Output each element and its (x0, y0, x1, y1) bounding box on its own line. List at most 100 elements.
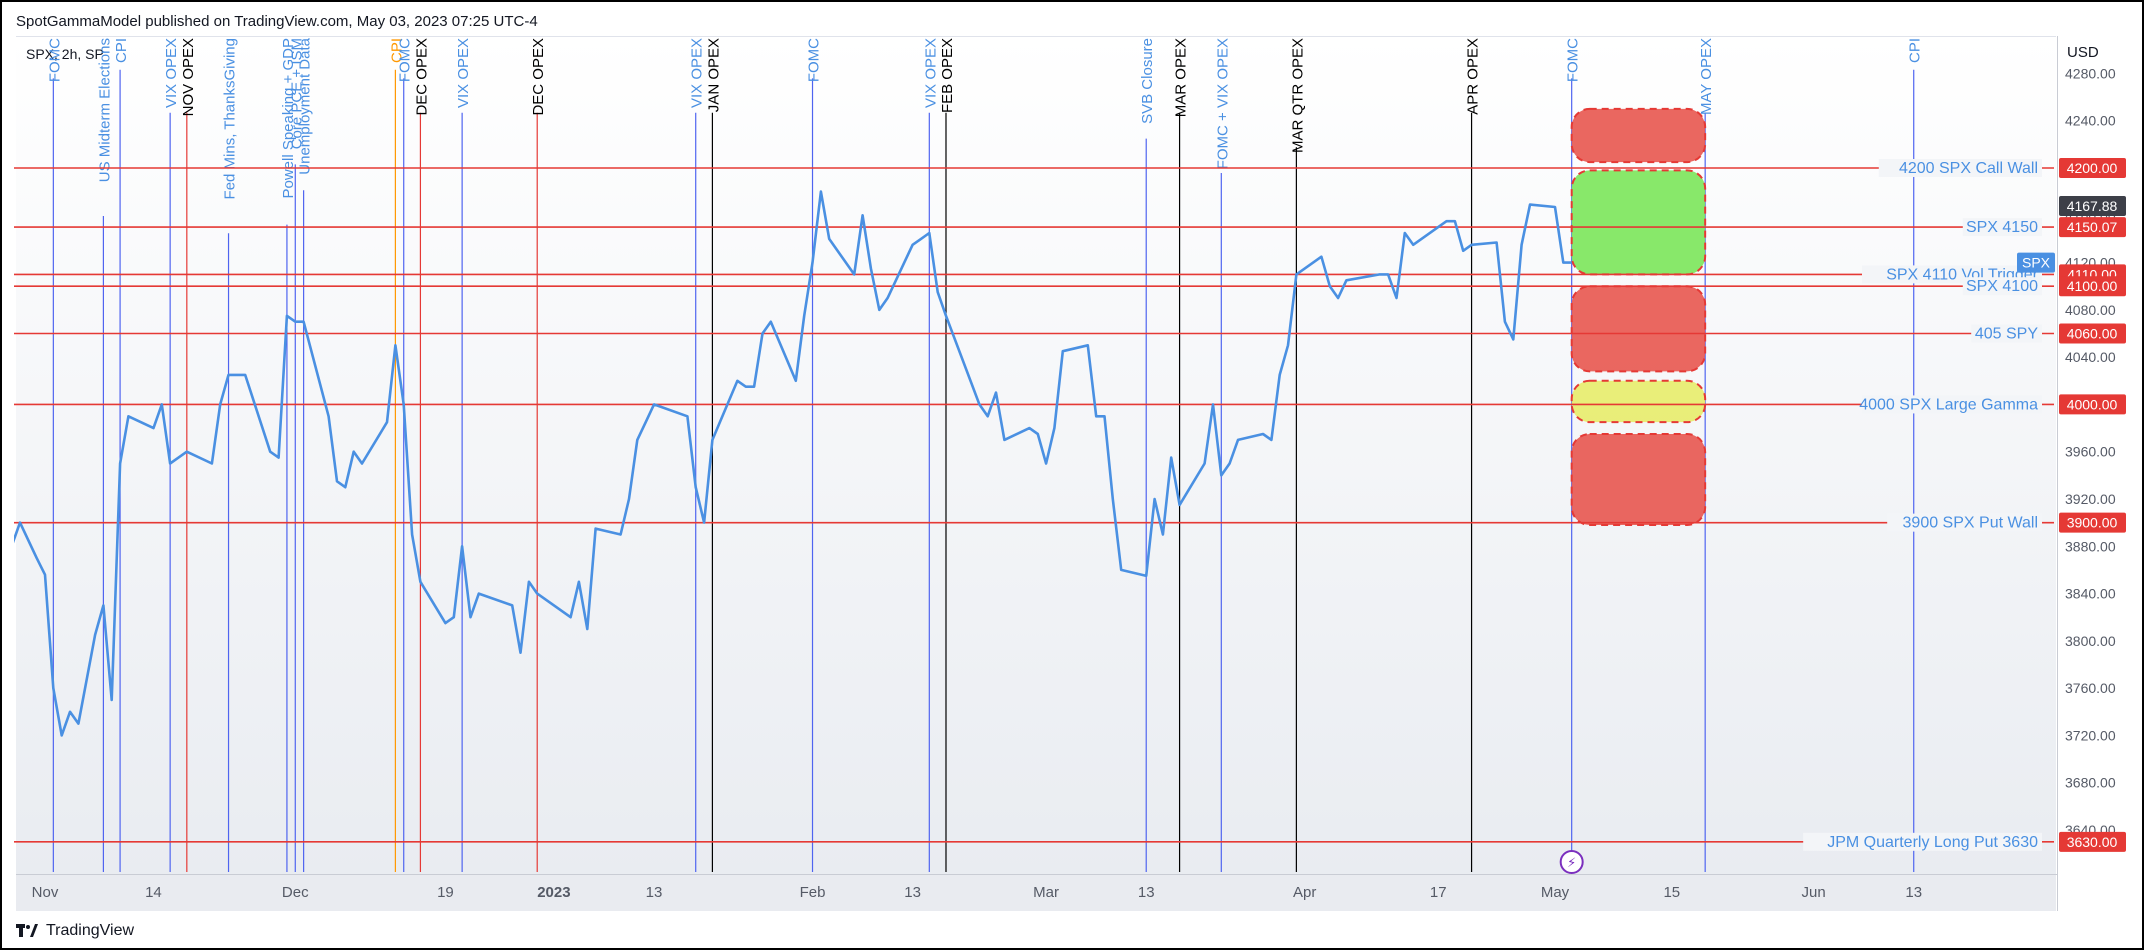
y-tick-label: 3840.00 (2065, 586, 2116, 602)
level-label: 405 SPY (1975, 326, 2038, 343)
event-label: MAY OPEX (1698, 38, 1715, 115)
event-label: SVB Closure (1139, 38, 1156, 124)
x-axis-band[interactable] (16, 875, 2056, 911)
tradingview-logo-icon (16, 924, 38, 937)
y-tick-label: 3800.00 (2065, 633, 2116, 649)
event-label: CPI (1907, 38, 1924, 63)
level-value-label: 4100.00 (2067, 278, 2118, 294)
lightning-glyph: ⚡ (1567, 856, 1576, 871)
y-tick-label: 3920.00 (2065, 491, 2116, 507)
event-label: MAR OPEX (1173, 38, 1190, 117)
zone-box (1570, 169, 1707, 276)
event-label: JAN OPEX (705, 38, 722, 112)
event-label: NOV OPEX (180, 38, 197, 116)
symbol-legend[interactable]: SPX, 2h, SP (26, 46, 104, 62)
zone-box (1570, 107, 1707, 164)
price-line (14, 190, 1572, 737)
zone-box (1570, 285, 1707, 373)
level-value-label: 4200.00 (2067, 160, 2118, 176)
zone-box (1570, 379, 1707, 424)
event-label: Fed Mins, ThanksGiving (222, 38, 239, 199)
symbol-tag-label: SPX (2022, 255, 2051, 271)
event-label: US Midterm Elections (96, 38, 113, 182)
level-value-label: 4150.07 (2067, 219, 2118, 235)
x-tick-label: 13 (904, 884, 921, 901)
x-tick-label: 17 (1430, 884, 1447, 901)
y-tick-label: 4040.00 (2065, 349, 2116, 365)
y-tick-label: 3760.00 (2065, 680, 2116, 696)
level-value-tag (2059, 217, 2126, 238)
level-value-tag (2059, 276, 2126, 297)
level-label: SPX 4100 (1966, 278, 2038, 295)
event-label: DEC OPEX (413, 38, 430, 116)
event-label: VIX OPEX (163, 38, 180, 108)
x-tick-label: Mar (1033, 884, 1059, 901)
level-value-tag (2059, 512, 2126, 533)
level-value-tag (2059, 158, 2126, 178)
level-label-bg (1887, 513, 2042, 532)
current-price-label: 4167.88 (2067, 198, 2118, 214)
lightning-icon (1559, 850, 1584, 874)
current-price-tag (2059, 195, 2126, 216)
level-label-bg (1971, 324, 2042, 343)
event-label: CPI (388, 38, 405, 63)
event-label: FOMC (806, 38, 823, 82)
level-label: 4200 SPX Call Wall (1899, 160, 2038, 177)
x-tick-label: Jun (1802, 884, 1826, 901)
x-tick-label: Nov (32, 884, 59, 901)
level-label-bg (1962, 218, 2042, 237)
level-label: 3900 SPX Put Wall (1903, 515, 2038, 532)
currency-label[interactable]: USD (2067, 44, 2099, 61)
level-label-bg (1878, 159, 2042, 177)
x-tick-label: 13 (1138, 884, 1155, 901)
level-value-tag (2059, 394, 2126, 415)
event-label: VIX OPEX (689, 38, 706, 108)
level-label-bg (1803, 832, 2042, 851)
y-tick-label: 4080.00 (2065, 302, 2116, 318)
footer-brand[interactable]: TradingView (16, 922, 134, 940)
event-label: VIX OPEX (455, 38, 472, 108)
y-tick-label: 3880.00 (2065, 538, 2116, 554)
event-label: FOMC (1565, 38, 1582, 82)
event-label: FOMC (397, 38, 414, 82)
y-tick-label: 3720.00 (2065, 727, 2116, 743)
event-label: CPI (113, 38, 130, 63)
published-header: SpotGammaModel published on TradingView.… (16, 13, 538, 30)
event-label: VIX OPEX (922, 38, 939, 108)
event-label: FEB OPEX (939, 38, 956, 113)
x-axis-border (16, 874, 2058, 875)
y-axis-border (2057, 36, 2058, 911)
event-label: Unemployment Data (297, 37, 314, 174)
plot-layer: FOMC US Midterm Elections CPI VIX OPEX NOV O… (14, 37, 2054, 872)
x-tick-label: 13 (646, 884, 663, 901)
x-tick-label: Apr (1293, 884, 1316, 901)
x-tick-label: 15 (1663, 884, 1680, 901)
y-tick-label: 3960.00 (2065, 444, 2116, 460)
x-tick-label: Dec (282, 884, 309, 901)
event-label: Core PCE + ISM (288, 38, 305, 149)
level-value-label: 3630.00 (2067, 834, 2118, 850)
level-value-tag (2059, 323, 2126, 344)
event-label: APR OPEX (1465, 38, 1482, 115)
event-label: DEC OPEX (530, 38, 547, 116)
level-label-bg (1962, 277, 2042, 296)
zone-box (1570, 432, 1707, 527)
level-value-tag (2059, 831, 2126, 852)
y-tick-label: 3680.00 (2065, 775, 2116, 791)
x-tick-label: Feb (800, 884, 826, 901)
level-label: JPM Quarterly Long Put 3630 (1827, 834, 2038, 851)
x-tick-label: 13 (1905, 884, 1922, 901)
level-value-label: 4060.00 (2067, 326, 2118, 342)
event-label: FOMC (46, 38, 63, 82)
y-tick-label: 4280.00 (2065, 65, 2116, 81)
event-label: MAR QTR OPEX (1289, 38, 1306, 153)
level-value-label: 4000.00 (2067, 396, 2118, 412)
symbol-tag (2017, 252, 2055, 273)
level-label: SPX 4150 (1966, 219, 2038, 236)
level-value-label: 3900.00 (2067, 515, 2118, 531)
x-tick-label: 19 (437, 884, 454, 901)
level-label-bg (1862, 395, 2042, 414)
x-tick-label: 14 (145, 884, 162, 901)
level-label: 4000 SPX Large Gamma (1859, 396, 2038, 413)
